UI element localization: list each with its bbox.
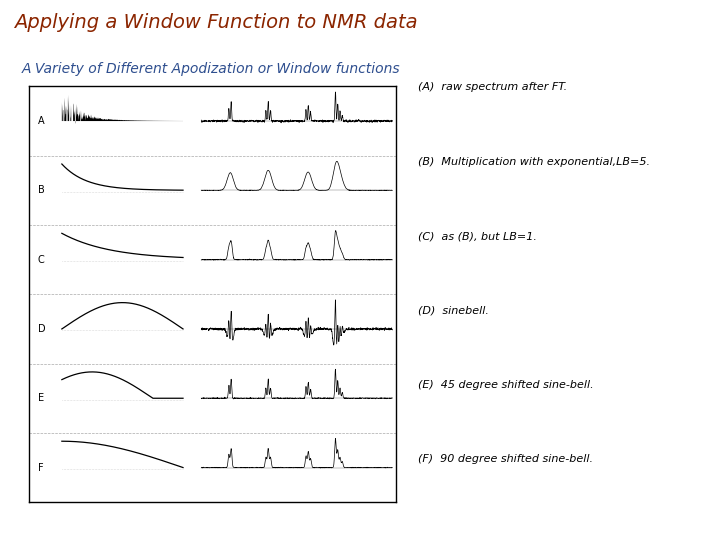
Text: A: A	[38, 116, 45, 126]
Text: E: E	[38, 393, 44, 403]
Text: (C)  as (B), but LB=1.: (C) as (B), but LB=1.	[418, 232, 536, 241]
Text: B: B	[38, 185, 45, 195]
Text: (E)  45 degree shifted sine-bell.: (E) 45 degree shifted sine-bell.	[418, 380, 593, 390]
Text: (B)  Multiplication with exponential,LB=5.: (B) Multiplication with exponential,LB=5…	[418, 157, 649, 167]
Text: Applying a Window Function to NMR data: Applying a Window Function to NMR data	[14, 14, 418, 32]
Text: C: C	[38, 255, 45, 265]
Text: (D)  sinebell.: (D) sinebell.	[418, 306, 488, 315]
Text: F: F	[38, 463, 44, 472]
Text: D: D	[38, 324, 45, 334]
Text: (F)  90 degree shifted sine-bell.: (F) 90 degree shifted sine-bell.	[418, 454, 593, 464]
Text: (A)  raw spectrum after FT.: (A) raw spectrum after FT.	[418, 83, 567, 92]
Text: A Variety of Different Apodization or Window functions: A Variety of Different Apodization or Wi…	[22, 62, 400, 76]
